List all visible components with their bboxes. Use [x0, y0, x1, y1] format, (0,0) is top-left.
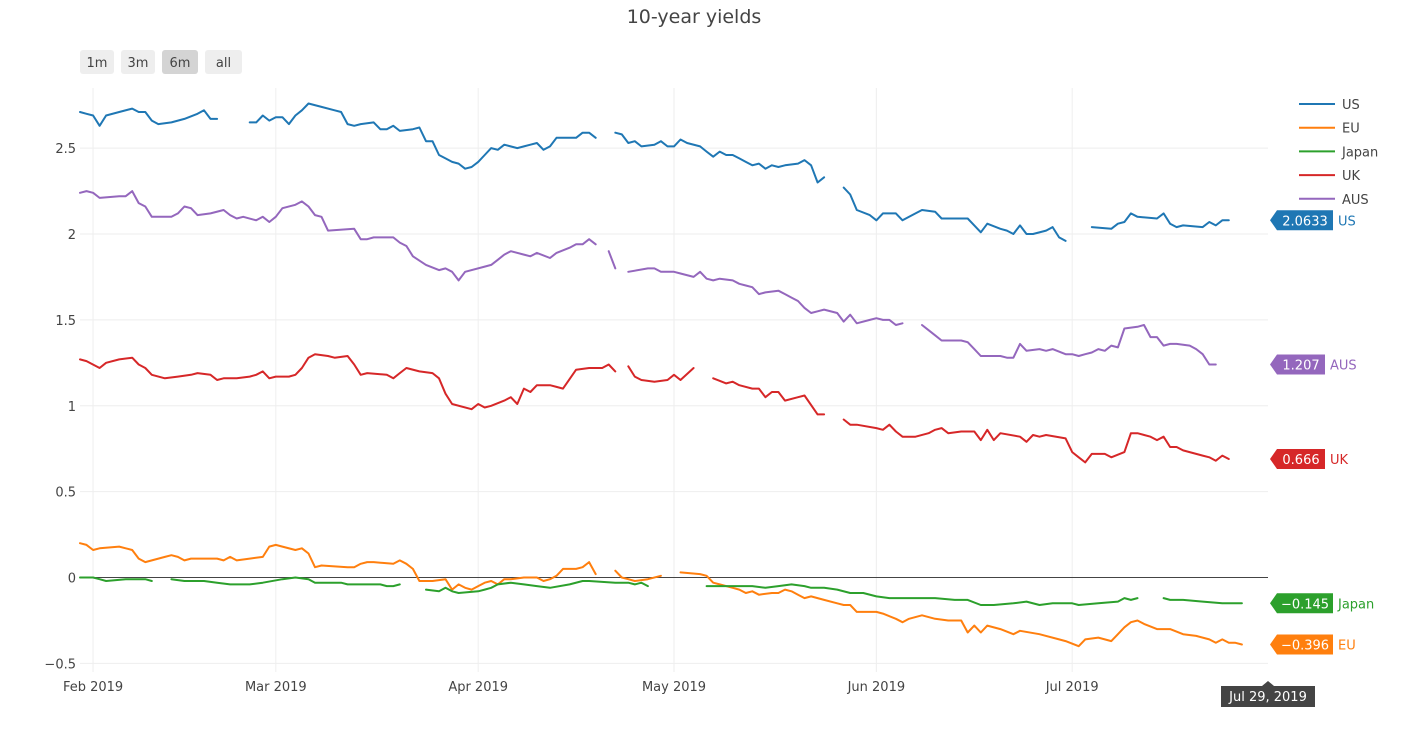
last-value-number: −0.396	[1281, 639, 1329, 654]
y-tick-label: 0	[68, 572, 76, 587]
range-button-all[interactable]: all	[205, 50, 242, 74]
x-tick-label: Jul 2019	[1045, 680, 1099, 695]
last-value-label-uk: 0.666 UK	[1270, 449, 1349, 470]
range-button-label[interactable]: 6m	[170, 56, 191, 71]
range-button-bg[interactable]	[121, 50, 155, 74]
last-value-series-name: US	[1338, 214, 1356, 229]
legend-item-aus[interactable]: AUS	[1299, 193, 1369, 208]
last-value-series-name: Japan	[1337, 597, 1374, 612]
last-value-tag	[1270, 593, 1333, 614]
range-selector: 1m 3m 6m all	[80, 50, 242, 74]
hover-date-text: Jul 29, 2019	[1228, 690, 1307, 705]
y-axis: −0.5 0 0.5 1 1.5 2 2.5	[44, 142, 76, 672]
legend-item-eu[interactable]: EU	[1299, 122, 1360, 137]
legend-label[interactable]: US	[1342, 98, 1360, 113]
last-value-number: −0.145	[1281, 597, 1329, 612]
legend-label[interactable]: AUS	[1342, 193, 1369, 208]
legend-item-us[interactable]: US	[1299, 98, 1360, 113]
range-button-6m[interactable]: 6m	[162, 50, 198, 74]
last-value-tag	[1270, 634, 1333, 655]
grid-lines	[80, 88, 1268, 672]
legend-item-uk[interactable]: UK	[1299, 169, 1361, 184]
range-button-label[interactable]: 3m	[128, 56, 149, 71]
last-value-series-name: AUS	[1330, 359, 1357, 374]
last-value-number: 0.666	[1282, 453, 1319, 468]
y-tick-label: 2.5	[55, 142, 76, 157]
last-value-label-eu: −0.396 EU	[1270, 634, 1356, 655]
hover-date-tag	[1221, 681, 1315, 707]
hover-date-label: Jul 29, 2019	[1221, 681, 1315, 707]
range-button-bg[interactable]	[162, 50, 198, 74]
series-line-us	[79, 102, 1230, 242]
last-value-series-name: UK	[1330, 453, 1349, 468]
last-value-number: 2.0633	[1282, 214, 1328, 229]
last-value-labels: 2.0633 US 1.207 AUS 0.666 UK −0.145 Japan −0.396…	[1270, 210, 1374, 655]
range-button-3m[interactable]: 3m	[121, 50, 155, 74]
legend: US EU Japan UK AUS	[1299, 98, 1378, 208]
series-line-aus	[79, 190, 1217, 366]
series-line-eu	[79, 542, 1243, 648]
legend-label[interactable]: EU	[1342, 122, 1360, 137]
x-tick-label: May 2019	[642, 680, 706, 695]
last-value-tag	[1270, 210, 1333, 231]
x-tick-label: Jun 2019	[847, 680, 906, 695]
legend-label[interactable]: UK	[1342, 169, 1361, 184]
last-value-tag	[1270, 354, 1325, 375]
last-value-label-us: 2.0633 US	[1270, 210, 1356, 231]
last-value-series-name: EU	[1338, 639, 1356, 654]
y-tick-label: 1.5	[55, 314, 76, 329]
legend-item-japan[interactable]: Japan	[1299, 145, 1378, 160]
last-value-tag	[1270, 449, 1325, 470]
range-button-bg[interactable]	[80, 50, 114, 74]
chart-title: 10-year yields	[627, 6, 762, 28]
last-value-number: 1.207	[1282, 359, 1319, 374]
series-line-japan	[79, 576, 1243, 606]
legend-label[interactable]: Japan	[1341, 145, 1378, 160]
range-button-label[interactable]: all	[216, 56, 231, 71]
y-tick-label: 1	[68, 400, 76, 415]
series-lines	[79, 102, 1243, 648]
x-tick-label: Apr 2019	[448, 680, 508, 695]
x-axis: Feb 2019 Mar 2019 Apr 2019 May 2019 Jun 2019…	[63, 680, 1099, 695]
range-button-bg[interactable]	[205, 50, 242, 74]
x-tick-label: Feb 2019	[63, 680, 123, 695]
series-line-uk	[79, 353, 1230, 464]
y-tick-label: −0.5	[44, 657, 76, 672]
last-value-label-aus: 1.207 AUS	[1270, 354, 1357, 375]
range-button-1m[interactable]: 1m	[80, 50, 114, 74]
x-tick-label: Mar 2019	[245, 680, 307, 695]
y-tick-label: 0.5	[55, 486, 76, 501]
last-value-label-japan: −0.145 Japan	[1270, 593, 1374, 614]
y-tick-label: 2	[68, 228, 76, 243]
range-button-label[interactable]: 1m	[87, 56, 108, 71]
